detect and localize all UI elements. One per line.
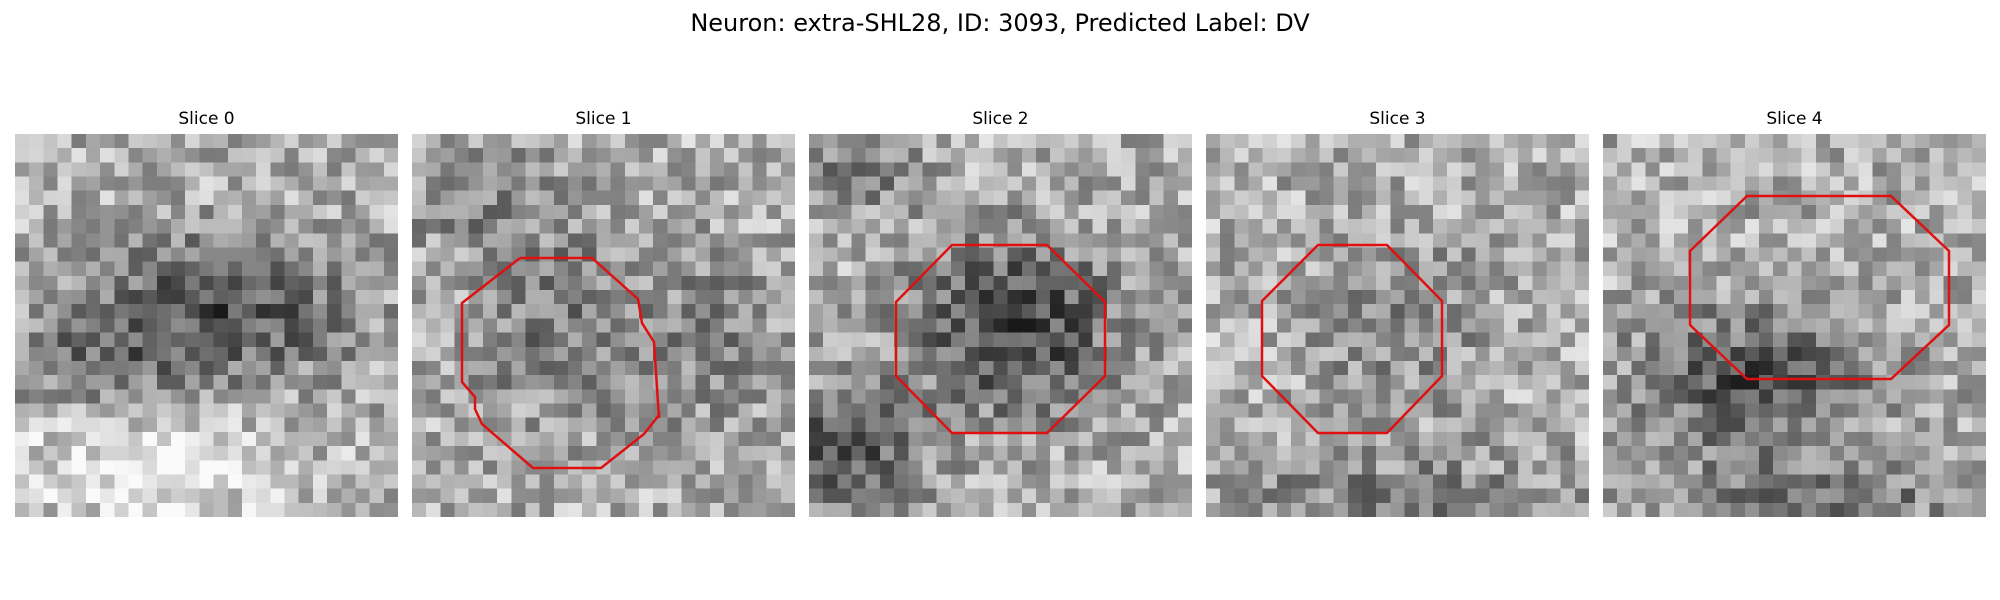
figure-title: Neuron: extra-SHL28, ID: 3093, Predicted… [690,9,1310,37]
panel-title-slice-3: Slice 3 [1369,109,1426,129]
slice-4-image [1603,134,1986,517]
slice-2-image [809,134,1192,517]
slice-3-image [1206,134,1589,517]
panel-title-slice-2: Slice 2 [972,109,1029,129]
panel-title-slice-1: Slice 1 [575,109,632,129]
slice-1-image [412,134,795,517]
slice-0-image [15,134,398,517]
panel-title-slice-4: Slice 4 [1766,109,1823,129]
panel-title-slice-0: Slice 0 [178,109,235,129]
